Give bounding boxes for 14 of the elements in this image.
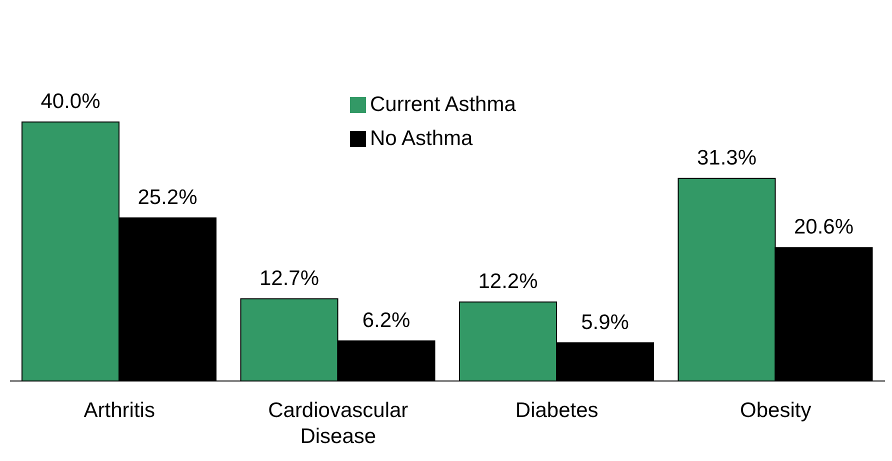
x-tick-label: Arthritis xyxy=(84,399,155,422)
data-label: 12.7% xyxy=(259,266,320,290)
data-label: 40.0% xyxy=(40,90,100,113)
data-label: 31.3% xyxy=(696,146,757,170)
data-label: 6.2% xyxy=(362,308,410,332)
x-tick-label: Diabetes xyxy=(515,399,598,422)
data-label: 20.6% xyxy=(794,216,854,239)
data-label: 12.2% xyxy=(478,270,538,294)
data-label: 25.2% xyxy=(138,186,198,209)
data-label: 5.9% xyxy=(581,310,629,334)
x-tick-label: Cardiovascular Disease xyxy=(268,399,408,448)
legend-label: No Asthma xyxy=(370,127,473,150)
x-tick-label: Obesity xyxy=(740,399,812,422)
legend-label: Current Asthma xyxy=(370,93,516,116)
